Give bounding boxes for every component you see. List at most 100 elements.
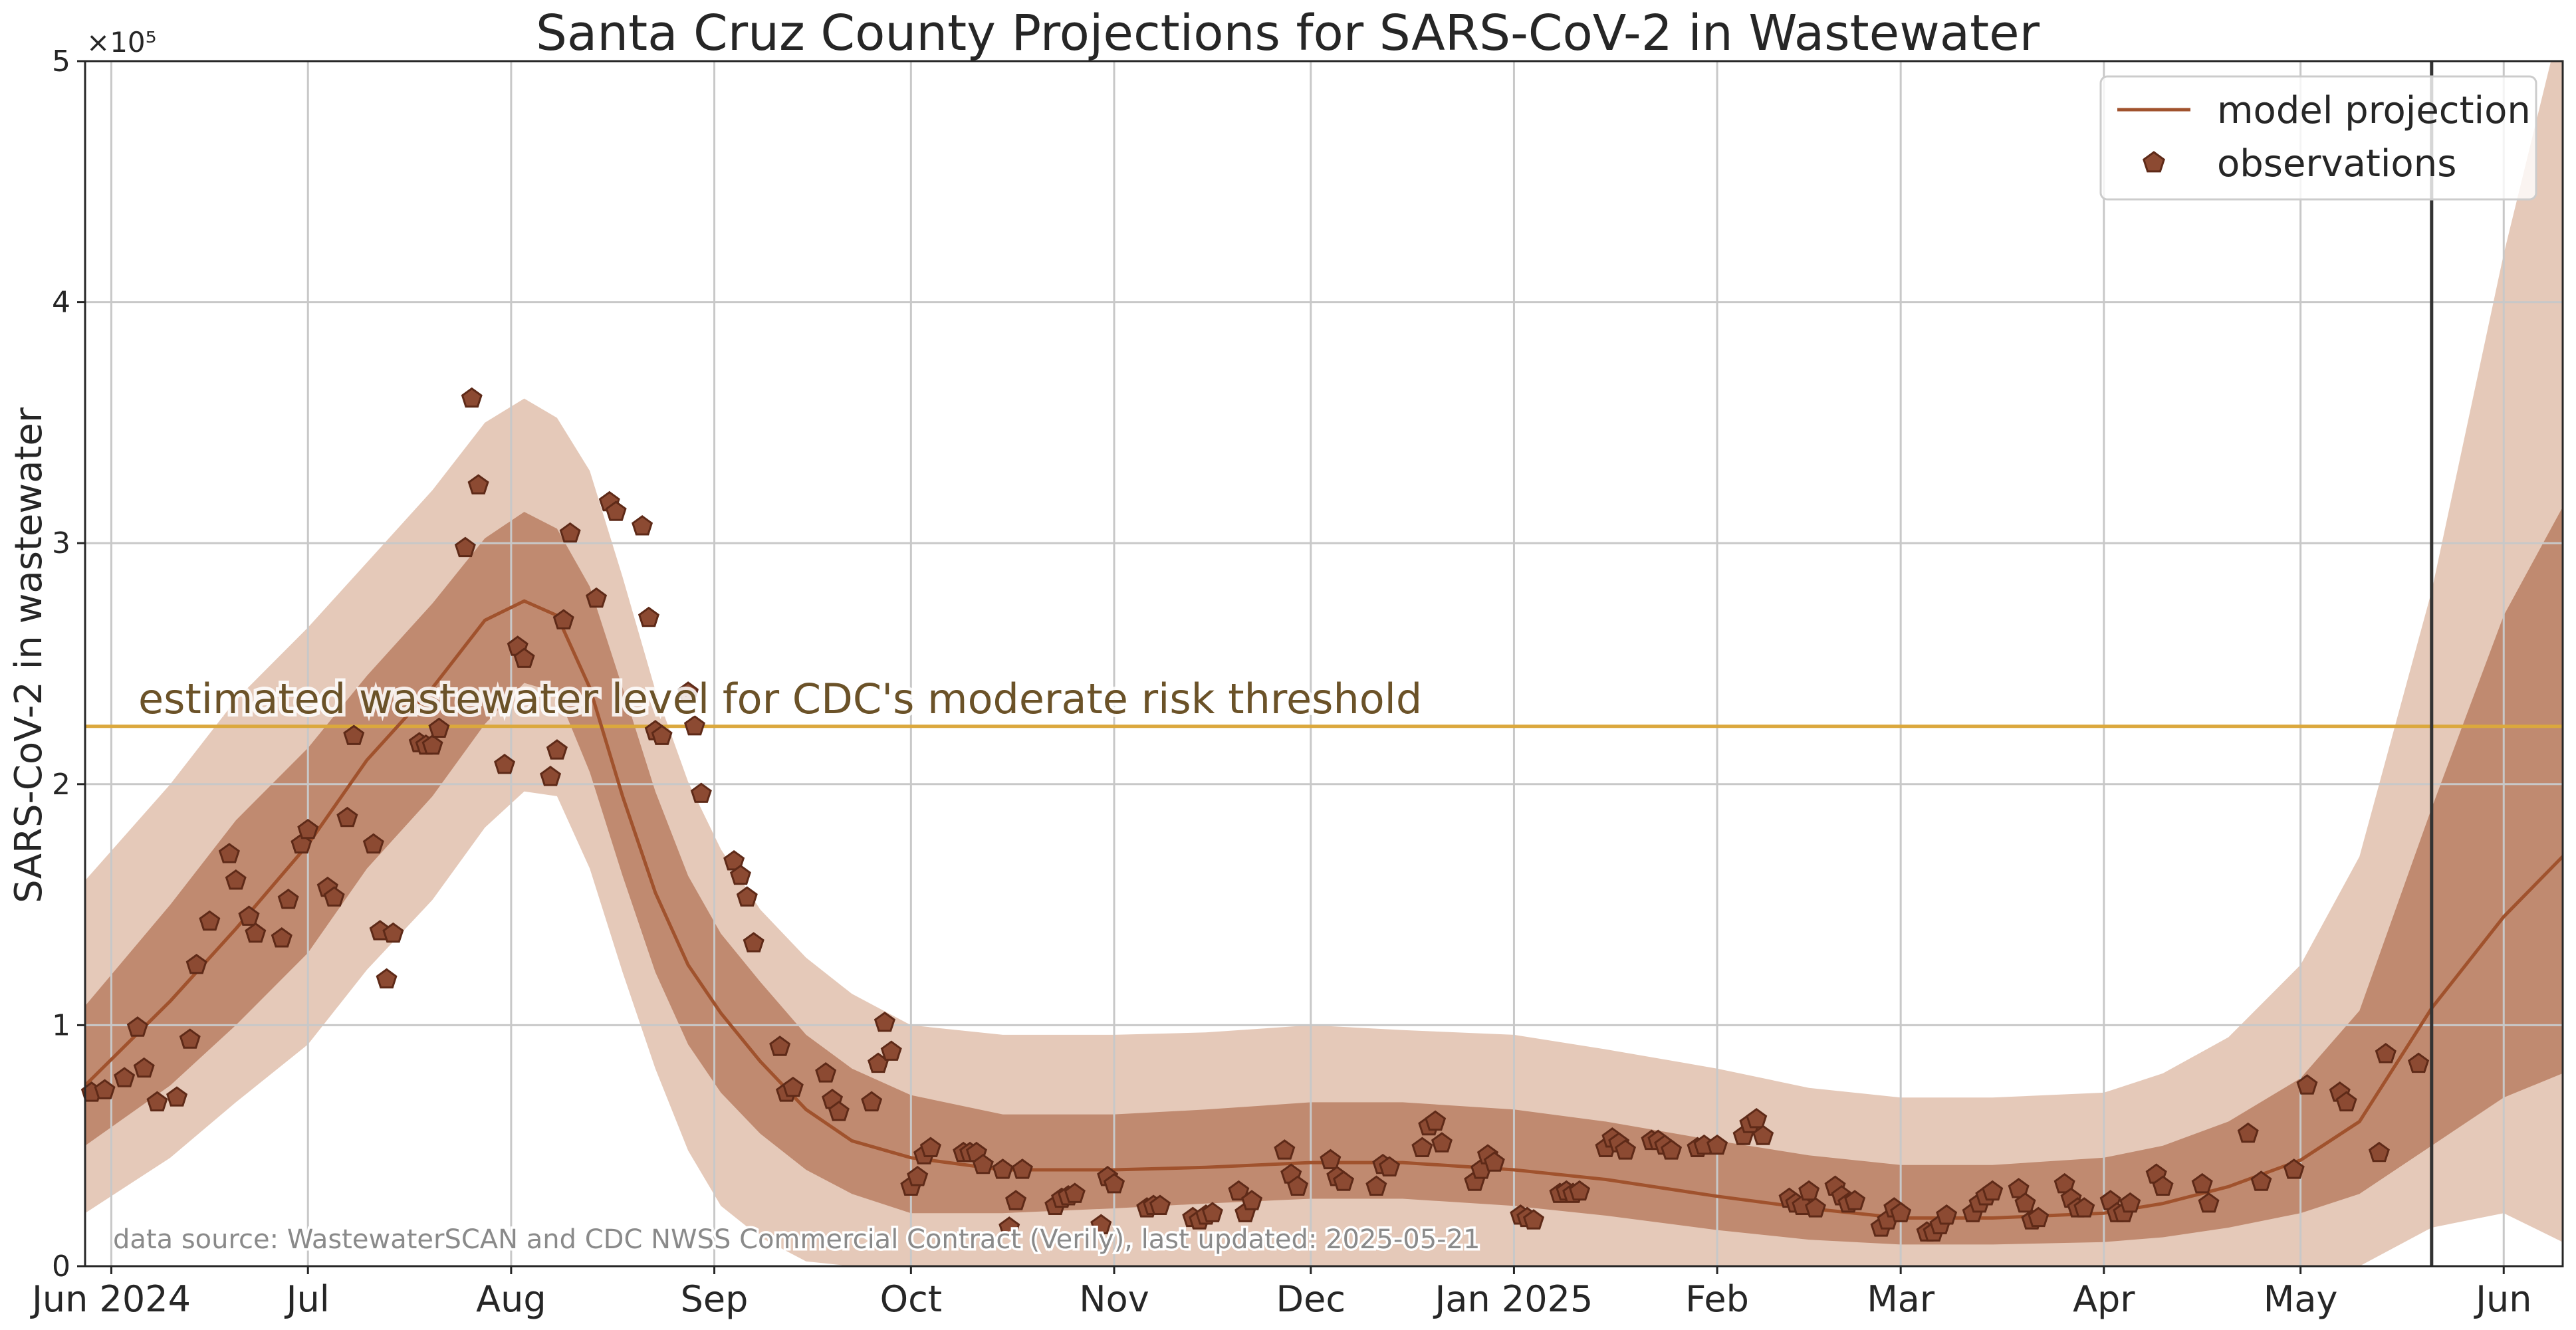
observation-point: [343, 724, 365, 745]
observation-point: [467, 474, 489, 495]
observation-point: [2250, 1170, 2272, 1191]
observation-point: [861, 1091, 883, 1112]
x-tick-label: Sep: [681, 1278, 749, 1320]
observation-point: [454, 536, 476, 558]
observation-point: [297, 818, 319, 839]
observation-point: [1333, 1170, 1355, 1191]
observation-point: [1090, 1214, 1112, 1234]
observation-point: [1752, 1125, 1774, 1145]
y-axis-ticks: 0 1 2 3 4 5: [52, 45, 85, 1283]
observation-point: [146, 1091, 168, 1112]
observation-point: [1890, 1202, 1912, 1222]
legend-pentagon-swatch: [2143, 151, 2165, 173]
inner-uncertainty-band: [85, 506, 2563, 1245]
observation-point: [277, 888, 299, 909]
observation-point: [972, 1153, 994, 1174]
observation-point: [919, 1137, 941, 1157]
observation-point: [513, 647, 535, 668]
observation-point: [362, 833, 384, 854]
observation-point: [1411, 1137, 1433, 1157]
observation-point: [559, 522, 581, 543]
observation-point: [421, 734, 443, 755]
threshold-label: estimated wastewater level for CDC's mod…: [138, 675, 1422, 723]
observation-point: [586, 587, 608, 608]
observation-point: [638, 606, 659, 627]
x-tick-label: Dec: [1276, 1278, 1346, 1320]
axes-frame: [84, 60, 2564, 1268]
observation-point: [874, 1011, 895, 1032]
x-tick-label: Jun 2024: [30, 1278, 191, 1320]
observation-point: [225, 869, 247, 890]
observation-point: [1103, 1172, 1125, 1194]
observation-point: [494, 753, 516, 774]
x-tick-label: Nov: [1079, 1278, 1149, 1320]
observation-point: [1746, 1107, 1768, 1129]
observation-point: [1287, 1175, 1309, 1196]
observation-point: [461, 387, 483, 408]
observation-point: [1798, 1180, 1820, 1201]
y-tick-label: 0: [52, 1250, 70, 1283]
observation-point: [1064, 1182, 1086, 1203]
y-tick-label: 2: [52, 768, 70, 802]
observation-point: [2119, 1192, 2141, 1213]
x-tick-label: Apr: [2073, 1278, 2135, 1320]
observation-point: [2283, 1159, 2305, 1179]
chart-title: Santa Cruz County Projections for SARS-C…: [536, 5, 2040, 62]
observation-point: [1320, 1149, 1342, 1170]
observation-point: [1201, 1202, 1223, 1222]
observation-point: [2073, 1197, 2095, 1218]
legend-label: observations: [2217, 142, 2456, 185]
x-tick-label: Mar: [1867, 1278, 1935, 1320]
y-tick-label: 1: [52, 1008, 70, 1042]
y-axis-label: SARS-CoV-2 in wastewater: [7, 407, 51, 903]
observation-point: [2296, 1074, 2318, 1095]
observation-point: [94, 1079, 116, 1099]
observation-point: [1804, 1197, 1826, 1218]
observation-point: [2335, 1091, 2357, 1112]
observation-point: [1011, 1159, 1033, 1179]
observation-point: [782, 1076, 804, 1097]
observation-point: [729, 864, 751, 885]
x-tick-label: Jul: [285, 1278, 330, 1320]
observation-point: [828, 1101, 850, 1121]
observation-point: [1936, 1204, 1958, 1225]
observation-point: [769, 1036, 791, 1056]
observation-point: [605, 500, 627, 521]
observation-point: [632, 514, 653, 536]
observation-point: [2152, 1175, 2174, 1196]
data-source-note: data source: WastewaterSCAN and CDC NWSS…: [113, 1224, 1480, 1255]
observation-point: [992, 1159, 1014, 1179]
observation-point: [245, 922, 267, 943]
observation-point: [1706, 1134, 1728, 1155]
observation-point: [179, 1028, 201, 1049]
observation-point: [998, 1216, 1020, 1237]
observation-point: [1522, 1209, 1545, 1230]
observation-point: [1228, 1180, 1250, 1201]
observation-point: [1005, 1190, 1027, 1210]
observation-point: [677, 681, 699, 702]
observation-point: [1844, 1190, 1866, 1210]
y-scale-exponent: ×10⁵: [86, 26, 156, 58]
x-tick-label: Aug: [476, 1278, 546, 1320]
observation-point: [683, 715, 705, 736]
observation-points: [80, 387, 2430, 1242]
uncertainty-bands: [85, 61, 2563, 1266]
observation-point: [1982, 1180, 2004, 1201]
observation-point: [323, 886, 345, 907]
observation-point: [2198, 1192, 2220, 1213]
observation-point: [2237, 1122, 2259, 1143]
x-tick-label: Jan 2025: [1433, 1278, 1593, 1320]
x-tick-label: Jun: [2474, 1278, 2531, 1320]
observation-point: [880, 1040, 902, 1061]
observation-point: [1379, 1156, 1401, 1176]
observation-point: [2014, 1192, 2036, 1213]
observation-point: [2375, 1043, 2397, 1063]
observation-point: [1661, 1139, 1683, 1160]
observation-point: [651, 724, 673, 745]
observation-point: [382, 922, 404, 943]
observation-point: [2368, 1141, 2390, 1163]
observation-point: [1569, 1180, 1591, 1201]
observation-point: [743, 932, 764, 952]
observation-point: [114, 1067, 136, 1087]
